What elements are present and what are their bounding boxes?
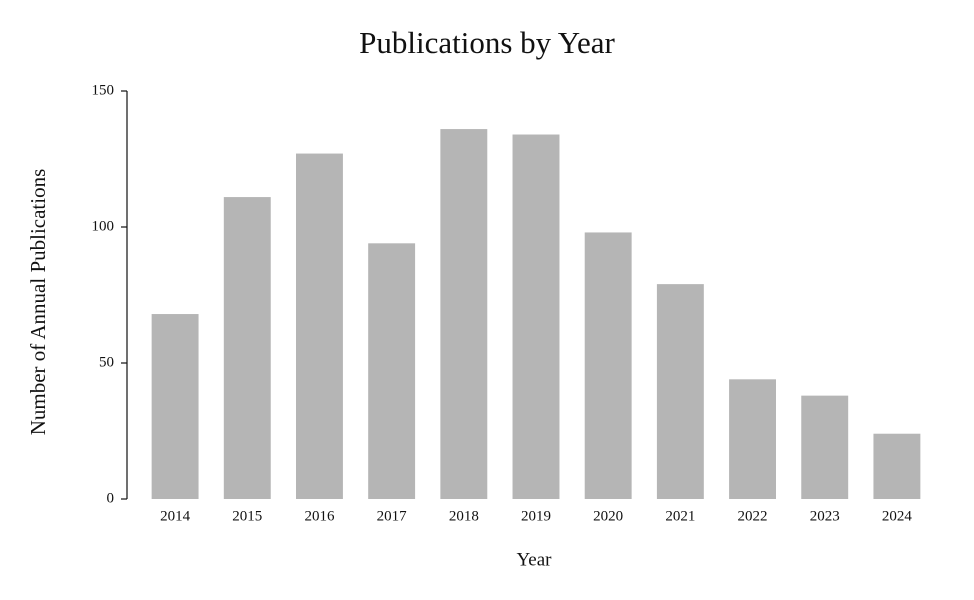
bar — [584, 232, 632, 499]
bar — [512, 134, 560, 499]
bar — [873, 433, 921, 499]
bar — [368, 243, 416, 499]
x-tick-label: 2021 — [665, 508, 695, 524]
bar — [295, 153, 343, 499]
bar — [223, 197, 271, 499]
bar — [656, 284, 704, 499]
x-tick-label: 2023 — [810, 508, 840, 524]
x-axis-label: Year — [516, 549, 552, 570]
y-tick-label: 50 — [99, 354, 114, 370]
x-tick-label: 2017 — [377, 508, 408, 524]
x-tick-label: 2019 — [521, 508, 551, 524]
x-tick-label: 2024 — [882, 508, 913, 524]
bar — [729, 379, 777, 499]
x-tick-label: 2016 — [304, 508, 335, 524]
bar — [151, 314, 199, 499]
y-tick-label: 150 — [92, 82, 115, 98]
x-tick-label: 2018 — [449, 508, 479, 524]
bar — [440, 129, 488, 499]
x-tick-label: 2015 — [232, 508, 262, 524]
x-tick-label: 2022 — [738, 508, 768, 524]
y-tick-label: 0 — [107, 490, 115, 506]
y-tick-label: 100 — [92, 218, 115, 234]
y-axis-label: Number of Annual Publications — [26, 169, 50, 436]
x-tick-label: 2014 — [160, 508, 191, 524]
chart-title: Publications by Year — [359, 25, 615, 60]
bar — [801, 395, 849, 499]
x-tick-label: 2020 — [593, 508, 623, 524]
